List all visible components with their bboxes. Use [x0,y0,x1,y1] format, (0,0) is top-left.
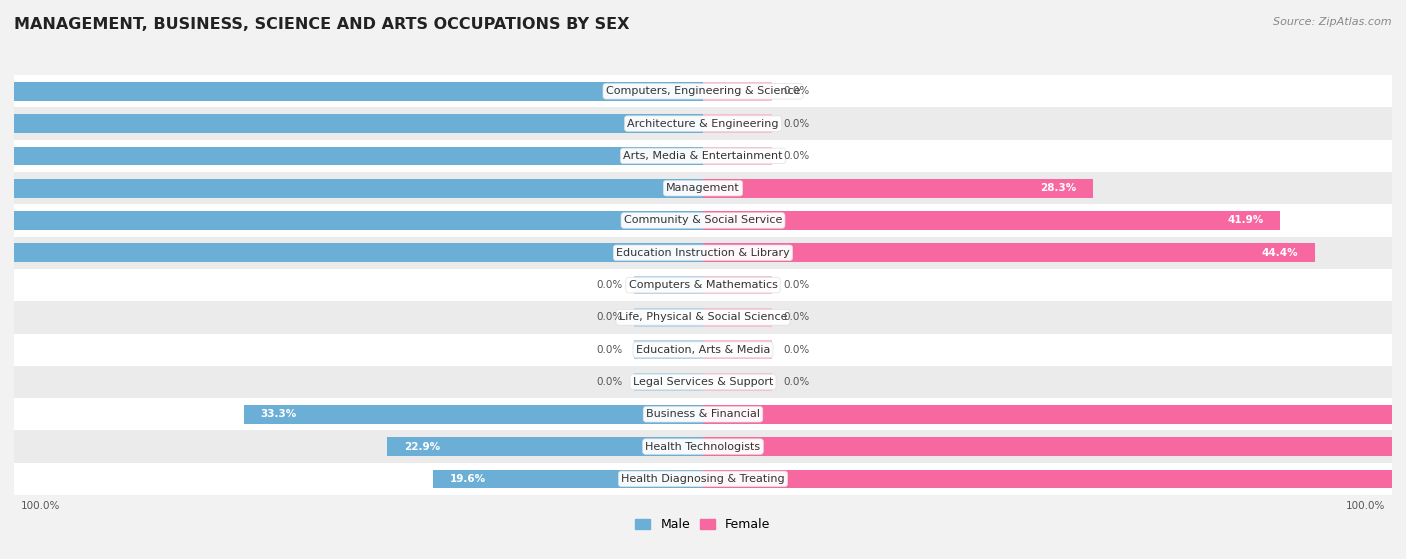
Text: 41.9%: 41.9% [1227,215,1264,225]
Text: Management: Management [666,183,740,193]
Bar [14,398,1392,430]
Text: Health Diagnosing & Treating: Health Diagnosing & Treating [621,474,785,484]
Legend: Male, Female: Male, Female [630,513,776,536]
Bar [14,366,1392,398]
Text: 0.0%: 0.0% [783,151,810,161]
Bar [703,179,1092,197]
Bar [703,211,1281,230]
Bar [433,470,703,488]
Bar [634,276,703,295]
Bar [634,373,703,391]
Text: 0.0%: 0.0% [596,377,623,387]
Text: Computers & Mathematics: Computers & Mathematics [628,280,778,290]
Text: Community & Social Service: Community & Social Service [624,215,782,225]
Text: Source: ZipAtlas.com: Source: ZipAtlas.com [1274,17,1392,27]
Bar [703,308,772,327]
Bar [14,334,1392,366]
Text: 0.0%: 0.0% [783,280,810,290]
Text: Arts, Media & Entertainment: Arts, Media & Entertainment [623,151,783,161]
Text: 28.3%: 28.3% [1040,183,1077,193]
Bar [14,75,1392,107]
Text: 100.0%: 100.0% [21,501,60,511]
Bar [0,82,703,101]
Bar [703,82,772,101]
Bar [14,107,1392,140]
Bar [388,437,703,456]
Text: 22.9%: 22.9% [404,442,440,452]
Text: 44.4%: 44.4% [1261,248,1298,258]
Text: 0.0%: 0.0% [783,345,810,355]
Text: Legal Services & Support: Legal Services & Support [633,377,773,387]
Text: Business & Financial: Business & Financial [645,409,761,419]
Text: 0.0%: 0.0% [783,86,810,96]
Bar [703,405,1406,424]
Bar [0,211,703,230]
Bar [14,172,1392,205]
Text: 0.0%: 0.0% [783,119,810,129]
Bar [703,276,772,295]
Bar [14,140,1392,172]
Text: Computers, Engineering & Science: Computers, Engineering & Science [606,86,800,96]
Bar [0,243,703,262]
Text: 19.6%: 19.6% [450,474,485,484]
Text: Education, Arts & Media: Education, Arts & Media [636,345,770,355]
Bar [634,340,703,359]
Bar [0,179,703,197]
Bar [0,114,703,133]
Bar [14,463,1392,495]
Bar [14,301,1392,334]
Bar [0,146,703,165]
Bar [14,236,1392,269]
Bar [14,430,1392,463]
Text: 0.0%: 0.0% [596,312,623,323]
Text: Education Instruction & Library: Education Instruction & Library [616,248,790,258]
Bar [703,340,772,359]
Bar [703,470,1406,488]
Bar [634,308,703,327]
Text: 0.0%: 0.0% [596,345,623,355]
Text: MANAGEMENT, BUSINESS, SCIENCE AND ARTS OCCUPATIONS BY SEX: MANAGEMENT, BUSINESS, SCIENCE AND ARTS O… [14,17,630,32]
Bar [245,405,703,424]
Bar [703,437,1406,456]
Text: 33.3%: 33.3% [260,409,297,419]
Bar [14,205,1392,236]
Text: Health Technologists: Health Technologists [645,442,761,452]
Text: 100.0%: 100.0% [1346,501,1385,511]
Text: 0.0%: 0.0% [783,312,810,323]
Text: 0.0%: 0.0% [783,377,810,387]
Bar [703,114,772,133]
Bar [14,269,1392,301]
Text: Architecture & Engineering: Architecture & Engineering [627,119,779,129]
Text: 0.0%: 0.0% [596,280,623,290]
Bar [703,373,772,391]
Text: Life, Physical & Social Science: Life, Physical & Social Science [619,312,787,323]
Bar [703,243,1315,262]
Bar [703,146,772,165]
